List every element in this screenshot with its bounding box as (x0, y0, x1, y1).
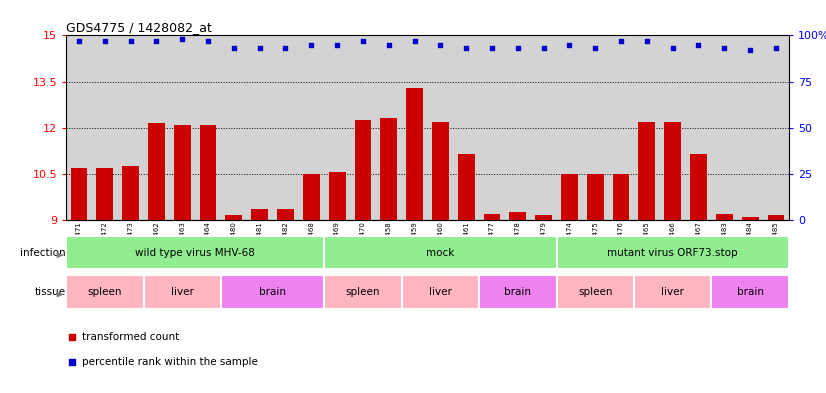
Bar (354, 120, 372, 220)
Bar (767, 215, 785, 220)
Point (279, 45, 292, 51)
Point (589, 45, 602, 51)
Text: liver: liver (662, 287, 684, 297)
Bar (406, 88, 423, 220)
Point (382, 41, 396, 48)
Point (692, 41, 705, 48)
Bar (122, 166, 139, 220)
Bar (225, 215, 242, 220)
Point (640, 38, 653, 44)
Point (176, 36, 189, 42)
Bar (664, 121, 681, 220)
Bar (510, 212, 526, 220)
Text: liver: liver (171, 287, 193, 297)
Bar (251, 209, 268, 220)
Text: liver: liver (429, 287, 452, 297)
Text: percentile rank within the sample: percentile rank within the sample (82, 357, 258, 367)
Text: spleen: spleen (88, 287, 122, 297)
Bar (557, 275, 634, 309)
Text: tissue: tissue (35, 287, 66, 297)
Bar (324, 236, 557, 269)
Text: transformed count: transformed count (82, 332, 179, 342)
Text: brain: brain (259, 287, 286, 297)
Bar (277, 209, 294, 220)
Point (486, 45, 499, 51)
Point (434, 41, 447, 48)
Text: mutant virus ORF73.stop: mutant virus ORF73.stop (607, 248, 738, 257)
Text: GDS4775 / 1428082_at: GDS4775 / 1428082_at (66, 21, 212, 34)
Point (227, 45, 240, 51)
Point (356, 38, 369, 44)
Bar (690, 154, 707, 220)
Bar (401, 275, 479, 309)
Bar (221, 275, 324, 309)
Bar (97, 168, 113, 220)
Bar (638, 121, 655, 220)
Point (253, 45, 266, 51)
Point (408, 38, 421, 44)
Text: infection: infection (21, 248, 66, 257)
Point (459, 45, 472, 51)
Text: brain: brain (737, 287, 763, 297)
Bar (535, 215, 552, 220)
Text: mock: mock (426, 248, 454, 257)
Point (537, 45, 550, 51)
Text: brain: brain (505, 287, 531, 297)
Bar (557, 236, 789, 269)
Bar (716, 214, 733, 220)
Bar (148, 123, 165, 220)
Bar (479, 275, 557, 309)
Point (563, 41, 576, 48)
Bar (324, 275, 401, 309)
Bar (483, 214, 501, 220)
Bar (303, 174, 320, 220)
Bar (613, 174, 629, 220)
Point (124, 38, 137, 44)
Point (150, 38, 163, 44)
Bar (66, 236, 324, 269)
Point (202, 38, 215, 44)
Bar (432, 121, 449, 220)
Point (98, 38, 112, 44)
Bar (329, 173, 345, 220)
Bar (742, 217, 758, 220)
Point (473, 136, 487, 142)
Bar (711, 275, 789, 309)
Bar (458, 154, 475, 220)
Bar (173, 125, 191, 220)
Point (718, 45, 731, 51)
Bar (586, 174, 604, 220)
Bar (561, 174, 578, 220)
Point (330, 41, 344, 48)
Text: wild type virus MHV-68: wild type virus MHV-68 (135, 248, 255, 257)
Bar (70, 168, 88, 220)
Text: spleen: spleen (345, 287, 380, 297)
Point (73, 38, 86, 44)
Bar (380, 119, 397, 220)
Text: spleen: spleen (578, 287, 613, 297)
Bar (634, 275, 711, 309)
Bar (200, 125, 216, 220)
Point (769, 45, 782, 51)
Bar (144, 275, 221, 309)
Point (666, 45, 679, 51)
Point (511, 45, 525, 51)
Point (615, 38, 628, 44)
Point (305, 41, 318, 48)
Point (743, 47, 757, 53)
Bar (66, 275, 144, 309)
